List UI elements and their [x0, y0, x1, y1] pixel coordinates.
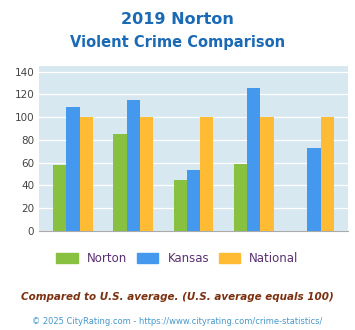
Bar	[234, 164, 247, 231]
Legend: Norton, Kansas, National: Norton, Kansas, National	[52, 247, 303, 270]
Bar	[247, 88, 260, 231]
Text: Violent Crime Comparison: Violent Crime Comparison	[70, 35, 285, 50]
Text: Compared to U.S. average. (U.S. average equals 100): Compared to U.S. average. (U.S. average …	[21, 292, 334, 302]
Bar	[127, 100, 140, 231]
Bar	[321, 117, 334, 231]
Bar	[200, 117, 213, 231]
Bar	[113, 134, 127, 231]
Bar	[174, 180, 187, 231]
Text: 2019 Norton: 2019 Norton	[121, 12, 234, 26]
Bar	[140, 117, 153, 231]
Bar	[187, 170, 200, 231]
Text: © 2025 CityRating.com - https://www.cityrating.com/crime-statistics/: © 2025 CityRating.com - https://www.city…	[32, 317, 323, 326]
Bar	[80, 117, 93, 231]
Bar	[260, 117, 274, 231]
Bar	[307, 148, 321, 231]
Bar	[53, 165, 66, 231]
Bar	[66, 107, 80, 231]
